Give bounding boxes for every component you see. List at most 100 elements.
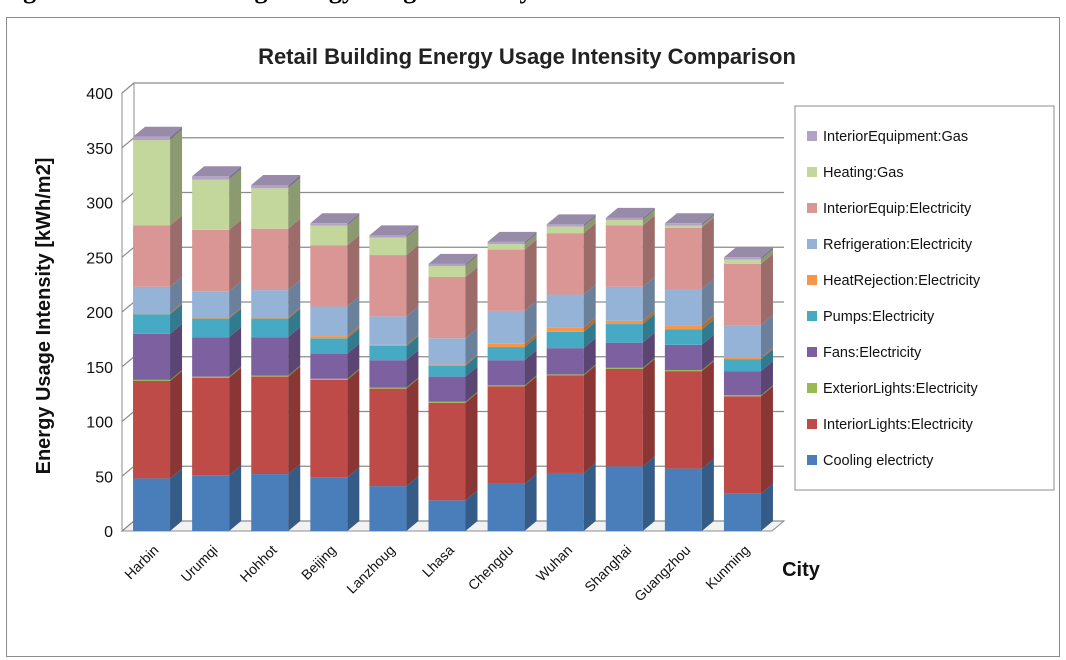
bar-segment-interiorequipment-gas bbox=[487, 241, 525, 245]
bar-segment-heating-gas bbox=[664, 225, 702, 228]
bar-segment-cooling-electricty bbox=[546, 472, 584, 531]
legend-label: InteriorEquip:Electricity bbox=[823, 201, 972, 217]
bar-segment-side-heatrejection-electricity bbox=[583, 317, 596, 332]
bar-segment-interiorequip-electricity bbox=[310, 245, 348, 307]
bar-segment-side-heating-gas bbox=[170, 130, 183, 226]
bar-segment-heating-gas bbox=[310, 225, 348, 246]
bar-segment-heatrejection-electricity bbox=[487, 343, 525, 348]
bar-stack-urumqi bbox=[192, 166, 242, 531]
bar-segment-heating-gas bbox=[723, 259, 761, 264]
bar-segment-side-heatrejection-electricity bbox=[288, 307, 301, 319]
bar-segment-side-heatrejection-electricity bbox=[642, 310, 655, 325]
legend-swatch bbox=[807, 239, 817, 249]
bar-segment-exteriorlights-electricity bbox=[487, 385, 525, 387]
bar-segment-exteriorlights-electricity bbox=[310, 378, 348, 380]
bar-segment-side-cooling-electricty bbox=[642, 456, 655, 531]
legend-label: InteriorLights:Electricity bbox=[823, 417, 974, 433]
y-tick-label: 400 bbox=[86, 86, 113, 103]
bar-segment-interiorlights-electricity bbox=[369, 388, 407, 487]
bar-segment-interiorequipment-gas bbox=[310, 223, 348, 226]
bar-segment-side-exteriorlights-electricity bbox=[524, 375, 537, 387]
bar-segment-side-fans-electricity bbox=[760, 361, 773, 396]
bar-segment-side-interiorequipment-gas bbox=[170, 126, 183, 141]
bar-segment-interiorequipment-gas bbox=[369, 235, 407, 238]
bar-top-face bbox=[664, 213, 714, 224]
bar-segment-interiorequip-electricity bbox=[664, 227, 702, 290]
bar-segment-pumps-electricity bbox=[192, 318, 230, 338]
bar-segment-side-interiorequipment-gas bbox=[524, 231, 537, 245]
bar-segment-refrigeration-electricity bbox=[664, 289, 702, 326]
bar-segment-side-heating-gas bbox=[642, 210, 655, 226]
bar-segment-pumps-electricity bbox=[369, 345, 407, 361]
bar-segment-side-pumps-electricity bbox=[642, 314, 655, 343]
bar-segment-side-fans-electricity bbox=[465, 366, 478, 402]
bar-segment-refrigeration-electricity bbox=[428, 338, 466, 365]
bar-segment-side-refrigeration-electricity bbox=[465, 328, 478, 365]
bar-segment-cooling-electricty bbox=[487, 483, 525, 531]
bar-segment-interiorlights-electricity bbox=[664, 371, 702, 469]
bar-segment-side-interiorequip-electricity bbox=[229, 219, 242, 292]
bar-segment-side-refrigeration-electricity bbox=[701, 279, 714, 326]
bar-segment-pumps-electricity bbox=[133, 314, 171, 334]
bar-segment-side-interiorlights-electricity bbox=[229, 367, 242, 476]
bar-segment-side-heating-gas bbox=[347, 215, 360, 246]
bar-segment-side-exteriorlights-electricity bbox=[347, 368, 360, 380]
bar-segment-exteriorlights-electricity bbox=[133, 379, 171, 381]
category-label: Kunming bbox=[702, 542, 752, 592]
bar-segment-exteriorlights-electricity bbox=[192, 376, 230, 378]
bar-segment-side-fans-electricity bbox=[347, 343, 360, 379]
bar-top-face bbox=[133, 126, 183, 137]
y-tick-label: 250 bbox=[86, 250, 113, 267]
bar-segment-heating-gas bbox=[192, 179, 230, 230]
bar-segment-interiorlights-electricity bbox=[192, 377, 230, 476]
bar-segment-heating-gas bbox=[605, 220, 643, 226]
bar-segment-interiorlights-electricity bbox=[487, 386, 525, 484]
bar-segment-side-interiorlights-electricity bbox=[524, 376, 537, 484]
category-label: Hohhot bbox=[237, 542, 280, 585]
bar-stack-lanzhoug bbox=[369, 225, 419, 531]
bar-segment-side-fans-electricity bbox=[583, 338, 596, 375]
bar-segment-exteriorlights-electricity bbox=[546, 374, 584, 376]
bar-segment-side-fans-electricity bbox=[524, 350, 537, 386]
bar-segment-fans-electricity bbox=[310, 353, 348, 379]
bar-segment-side-heatrejection-electricity bbox=[465, 354, 478, 366]
bar-segment-side-interiorequip-electricity bbox=[524, 239, 537, 311]
y-tick-label: 300 bbox=[86, 196, 113, 213]
bar-segment-cooling-electricty bbox=[369, 486, 407, 531]
bar-stack-shanghai bbox=[605, 207, 655, 531]
bar-segment-side-fans-electricity bbox=[288, 327, 301, 376]
bar-segment-refrigeration-electricity bbox=[251, 290, 289, 318]
bar-segment-side-exteriorlights-electricity bbox=[760, 385, 773, 397]
bar-stack-guangzhou bbox=[664, 213, 714, 531]
y-tick-label: 150 bbox=[86, 360, 113, 377]
bar-segment-side-exteriorlights-electricity bbox=[170, 369, 183, 381]
bar-segment-heating-gas bbox=[487, 244, 525, 250]
bar-segment-side-pumps-electricity bbox=[406, 335, 419, 361]
bar-segment-side-interiorequipment-gas bbox=[701, 213, 714, 226]
bar-segment-side-interiorlights-electricity bbox=[406, 378, 419, 487]
bar-segment-pumps-electricity bbox=[310, 338, 348, 354]
bar-segment-heating-gas bbox=[133, 140, 171, 226]
bar-segment-cooling-electricty bbox=[251, 474, 289, 531]
bar-segment-exteriorlights-electricity bbox=[723, 395, 761, 397]
bar-top-face bbox=[546, 214, 596, 225]
bar-segment-side-pumps-electricity bbox=[583, 321, 596, 349]
bar-segment-interiorequip-electricity bbox=[133, 225, 171, 287]
bar-segment-side-heatrejection-electricity bbox=[760, 347, 773, 360]
bar-segment-side-heating-gas bbox=[701, 215, 714, 228]
legend-label: Heating:Gas bbox=[823, 165, 904, 181]
gridline bbox=[121, 137, 784, 149]
bar-segment-side-refrigeration-electricity bbox=[583, 284, 596, 328]
bar-segment-side-fans-electricity bbox=[170, 323, 183, 380]
legend-items: InteriorEquipment:Gas Heating:Gas Interior… bbox=[807, 129, 981, 469]
bar-stack-lhasa bbox=[428, 253, 478, 531]
bar-segment-heatrejection-electricity bbox=[369, 344, 407, 346]
bar-segment-side-interiorequipment-gas bbox=[583, 214, 596, 227]
bar-segment-side-fans-electricity bbox=[406, 350, 419, 388]
bar-segment-interiorequip-electricity bbox=[192, 229, 230, 292]
bar-segment-fans-electricity bbox=[251, 337, 289, 376]
bar-segment-side-interiorlights-electricity bbox=[583, 365, 596, 473]
bar-segment-side-interiorequip-electricity bbox=[642, 215, 655, 287]
category-label: Urumqi bbox=[178, 542, 221, 585]
bar-segment-fans-electricity bbox=[133, 333, 171, 380]
